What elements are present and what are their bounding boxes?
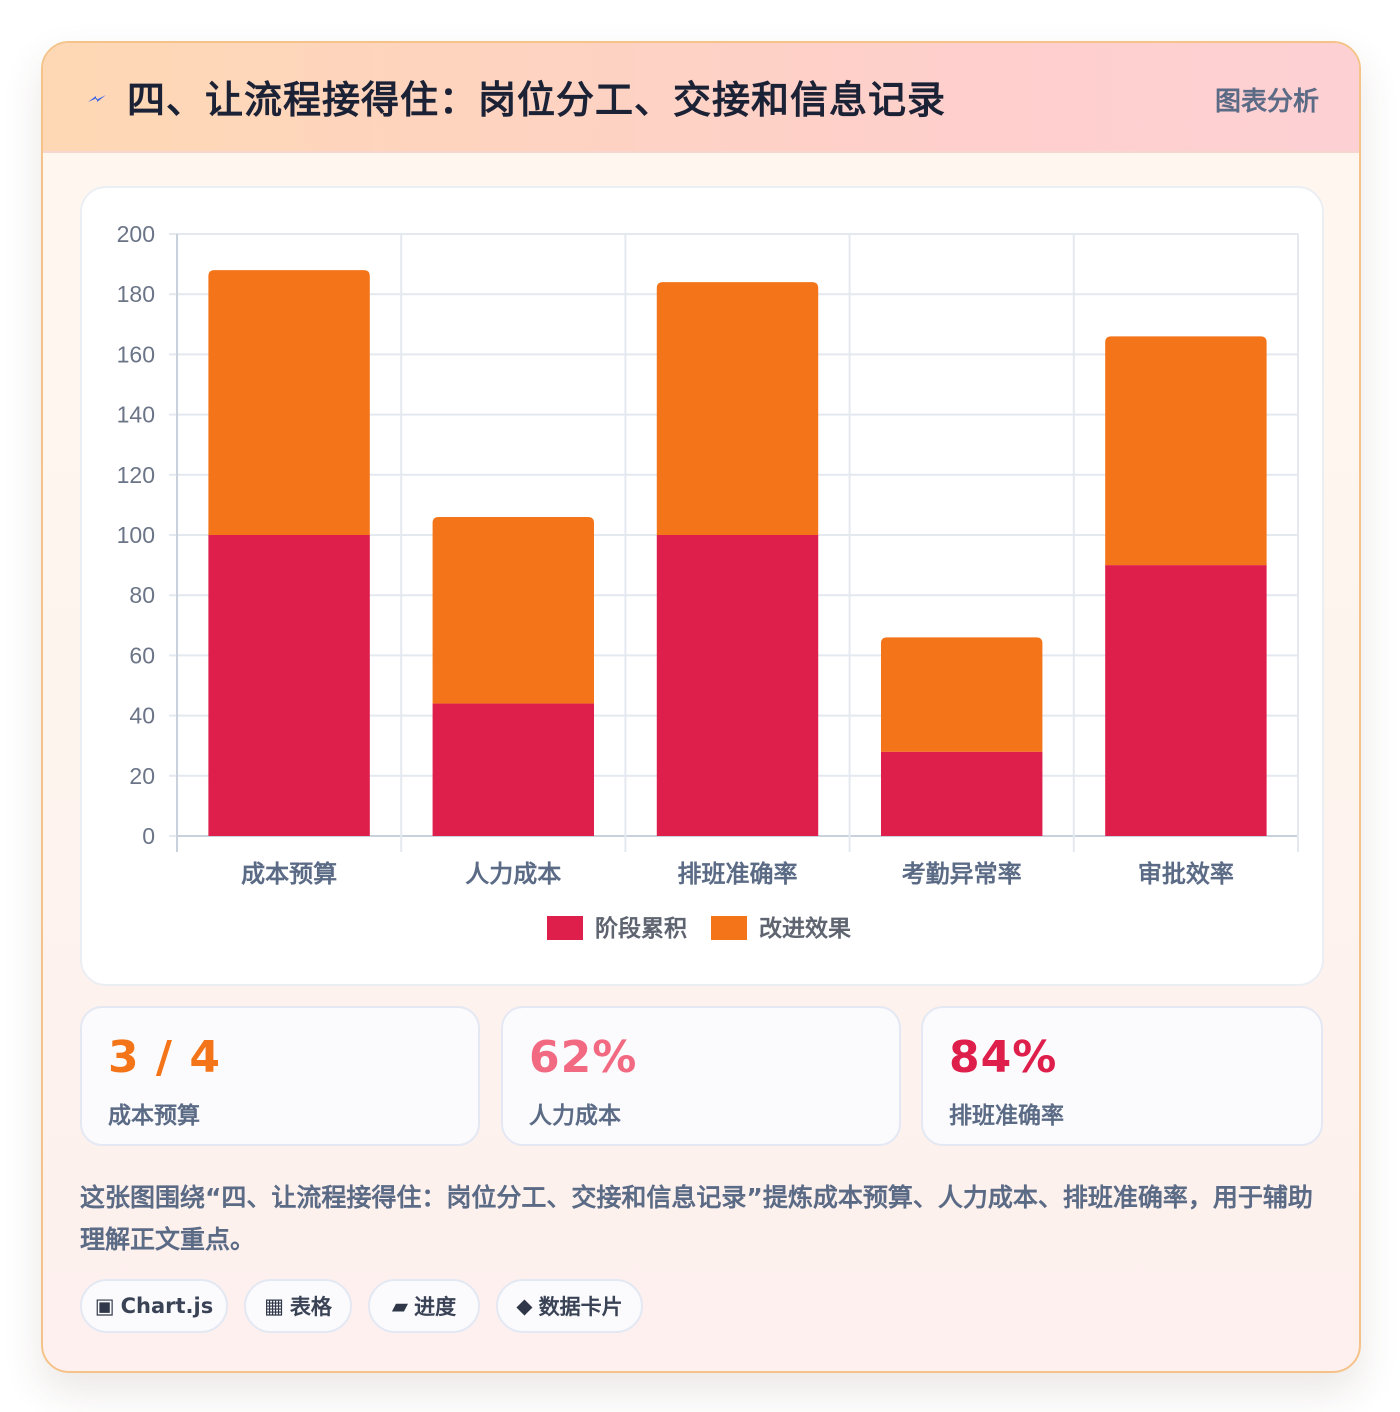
x-tick-label: 考勤异常率 (902, 860, 1022, 888)
legend-swatch-1 (547, 916, 583, 940)
y-tick-label: 200 (117, 221, 155, 247)
chip-progress[interactable]: ▰ 进度 (368, 1279, 480, 1333)
stat-card-2: 62% 人力成本 (501, 1006, 901, 1146)
stat-label-2: 人力成本 (529, 1103, 621, 1129)
stat-card-1: 3 / 4 成本预算 (80, 1006, 480, 1146)
diamond-icon: ◆ (516, 1294, 533, 1318)
bar-1-3 (656, 535, 819, 836)
y-tick-label: 60 (129, 642, 155, 668)
stat-value-2: 62% (529, 1032, 638, 1083)
y-tick-label: 140 (117, 402, 155, 428)
chip-data-card[interactable]: ◆ 数据卡片 (496, 1279, 643, 1333)
stat-card-3: 84% 排班准确率 (921, 1006, 1323, 1146)
bar-1-4 (880, 751, 1043, 836)
chart-description: 这张图围绕“四、让流程接得住：岗位分工、交接和信息记录”提炼成本预算、人力成本、… (80, 1183, 1313, 1254)
bar-2-3 (656, 282, 819, 535)
bar-1-1 (208, 535, 370, 836)
stat-label-3: 排班准确率 (949, 1103, 1064, 1129)
x-tick-label: 审批效率 (1138, 860, 1234, 888)
chip-label: 数据卡片 (538, 1295, 623, 1319)
chip-chartjs[interactable]: ▣ Chart.js (80, 1279, 228, 1333)
y-tick-label: 0 (142, 823, 155, 849)
bar-1-5 (1105, 565, 1267, 836)
chart-analysis-tag: 图表分析 (1214, 87, 1319, 117)
x-tick-label: 人力成本 (465, 860, 561, 888)
stat-value-3: 84% (949, 1032, 1058, 1083)
x-tick-label: 成本预算 (241, 860, 337, 888)
chip-label: Chart.js (120, 1294, 214, 1318)
legend-label-1: 阶段累积 (595, 915, 687, 942)
lightning-bolt-icon (88, 95, 106, 102)
chip-table[interactable]: ▦ 表格 (244, 1279, 352, 1333)
chart-card: 四、让流程接得住：岗位分工、交接和信息记录 图表分析 0 20 40 60 80 100 1… (41, 41, 1361, 1373)
y-tick-label: 120 (117, 462, 155, 488)
legend-swatch-2 (711, 916, 747, 940)
stat-value-1: 3 / 4 (108, 1032, 221, 1083)
legend-label-2: 改进效果 (759, 915, 851, 942)
x-tick-label: 排班准确率 (678, 860, 798, 888)
chip-label: 表格 (289, 1295, 332, 1319)
y-tick-label: 40 (129, 703, 155, 729)
chart-box-icon: ▣ (94, 1294, 115, 1318)
y-tick-label: 80 (129, 582, 155, 608)
y-tick-label: 160 (117, 341, 155, 367)
bar-2-4 (880, 637, 1043, 752)
page-title: 四、让流程接得住：岗位分工、交接和信息记录 (127, 78, 947, 122)
bar-2-1 (208, 270, 370, 535)
table-icon: ▦ (264, 1294, 284, 1318)
progress-icon: ▰ (391, 1294, 409, 1318)
stat-label-1: 成本预算 (108, 1103, 200, 1129)
y-tick-label: 180 (117, 281, 155, 307)
y-tick-label: 20 (129, 763, 155, 789)
y-tick-label: 100 (117, 522, 155, 548)
stacked-bar-chart: 0 20 40 60 80 100 120 140 160 180 200 成本预算 人力成本 排班准确率… (117, 221, 1299, 942)
bar-1-2 (432, 703, 595, 836)
bar-2-5 (1105, 336, 1267, 566)
card-header: 四、让流程接得住：岗位分工、交接和信息记录 图表分析 (43, 43, 1359, 153)
bar-2-2 (432, 516, 595, 704)
chip-label: 进度 (414, 1295, 457, 1319)
chart-panel: 0 20 40 60 80 100 120 140 160 180 200 成本预算 人力成本 排班准确率… (80, 186, 1324, 986)
